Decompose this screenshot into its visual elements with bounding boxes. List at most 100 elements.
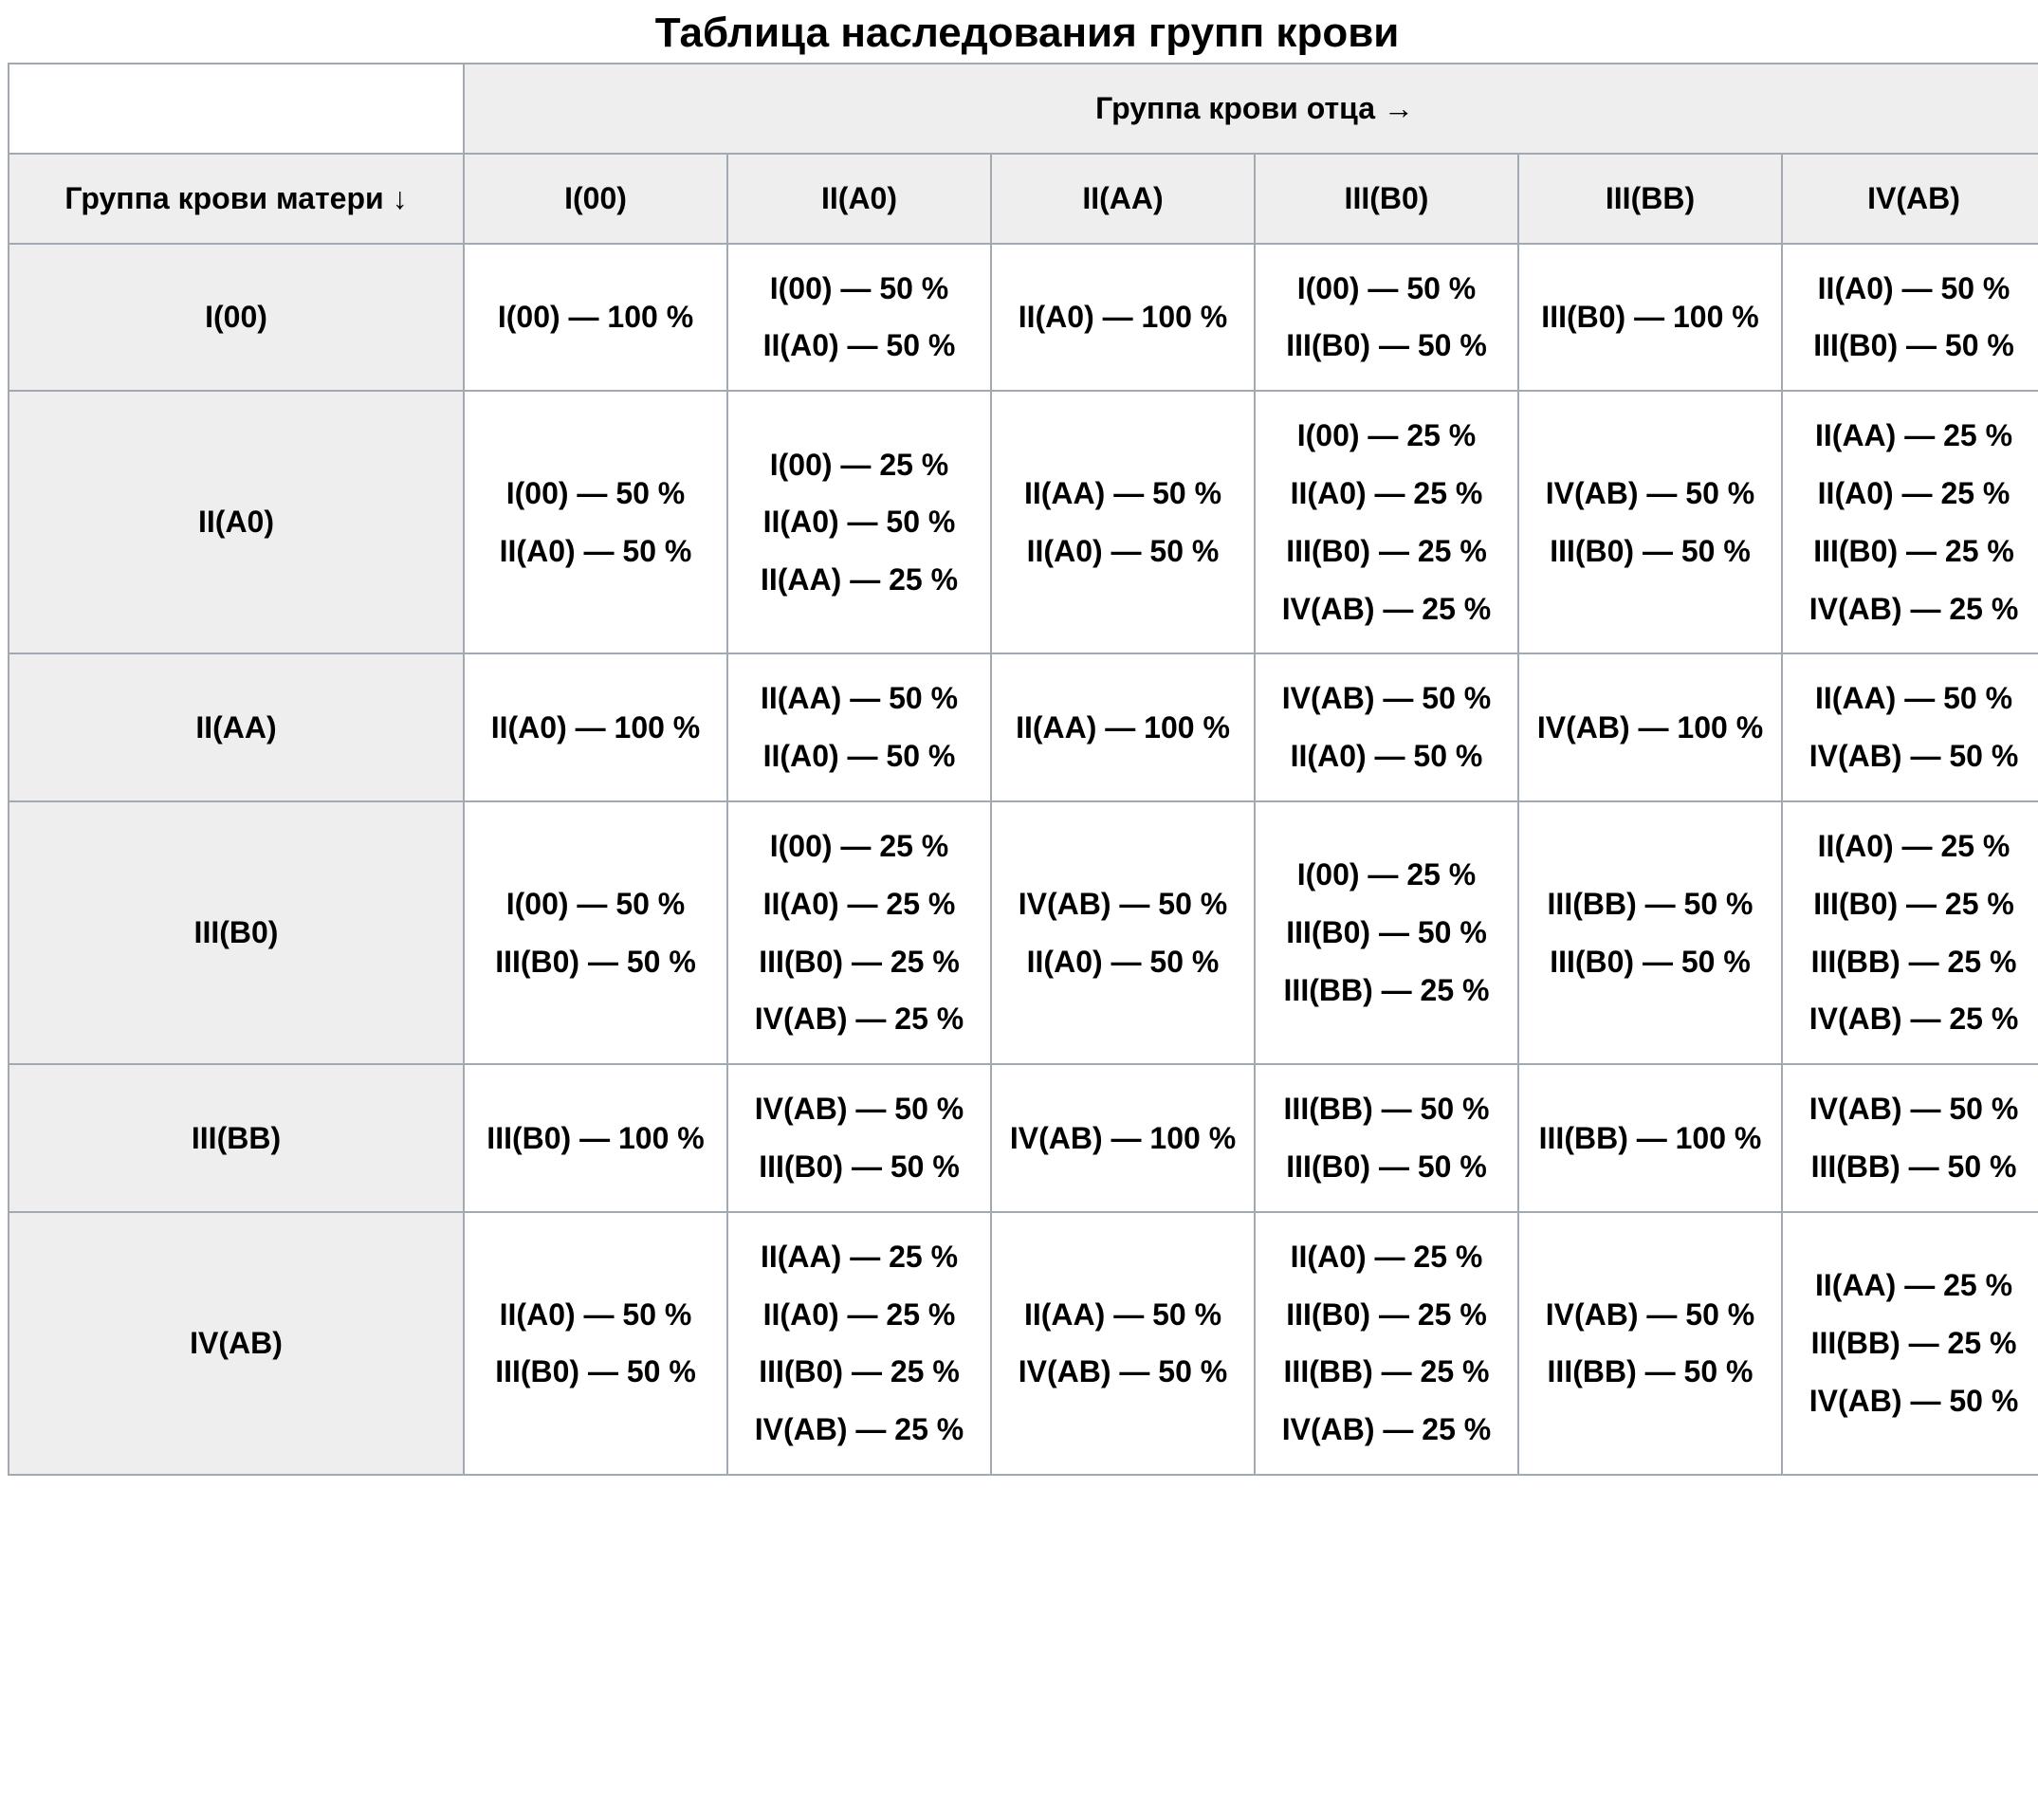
outcome-line: I(00) — 50 % [1265, 260, 1508, 318]
data-cell: III(BB) — 100 % [1518, 1064, 1782, 1212]
outcome-line: II(A0) — 50 % [1001, 523, 1244, 580]
outcome-line: III(BB) — 50 % [1529, 1343, 1772, 1401]
row-header: II(AA) [9, 653, 464, 801]
outcome-line: II(AA) — 50 % [1001, 1286, 1244, 1344]
data-cell: IV(AB) — 50 %II(A0) — 50 % [1255, 653, 1518, 801]
outcome-line: III(B0) — 50 % [1265, 317, 1508, 375]
data-cell: I(00) — 100 % [464, 244, 727, 392]
outcome-line: III(B0) — 50 % [1792, 317, 2035, 375]
data-cell: I(00) — 25 %II(A0) — 25 %III(B0) — 25 %I… [727, 801, 991, 1064]
col-header: II(AA) [991, 154, 1255, 244]
outcome-line: II(AA) — 50 % [1001, 465, 1244, 523]
outcome-line: II(A0) — 25 % [1265, 1228, 1508, 1286]
outcome-line: III(BB) — 100 % [1529, 1110, 1772, 1167]
outcome-line: III(BB) — 25 % [1792, 1314, 2035, 1372]
col-header: III(BB) [1518, 154, 1782, 244]
outcome-line: I(00) — 25 % [738, 818, 981, 875]
outcome-line: III(B0) — 100 % [1529, 288, 1772, 346]
row-header: III(B0) [9, 801, 464, 1064]
data-cell: II(A0) — 50 %III(B0) — 50 % [1782, 244, 2038, 392]
data-cell: IV(AB) — 50 %III(B0) — 50 % [1518, 391, 1782, 653]
data-cell: II(A0) — 100 % [464, 653, 727, 801]
outcome-line: III(B0) — 50 % [1265, 1138, 1508, 1196]
outcome-line: IV(AB) — 50 % [1529, 1286, 1772, 1344]
corner-blank [9, 64, 464, 154]
data-cell: I(00) — 50 %II(A0) — 50 % [727, 244, 991, 392]
outcome-line: II(A0) — 25 % [1265, 465, 1508, 523]
row-header: III(BB) [9, 1064, 464, 1212]
data-cell: II(AA) — 25 %II(A0) — 25 %III(B0) — 25 %… [1782, 391, 2038, 653]
outcome-line: III(B0) — 25 % [738, 933, 981, 991]
outcome-line: IV(AB) — 50 % [1001, 1343, 1244, 1401]
outcome-line: III(B0) — 50 % [474, 1343, 717, 1401]
data-cell: II(AA) — 50 %IV(AB) — 50 % [1782, 653, 2038, 801]
outcome-line: III(B0) — 25 % [738, 1343, 981, 1401]
data-cell: IV(AB) — 50 %III(B0) — 50 % [727, 1064, 991, 1212]
table-body: I(00)I(00) — 100 %I(00) — 50 %II(A0) — 5… [9, 244, 2038, 1475]
data-cell: IV(AB) — 50 %III(BB) — 50 % [1518, 1212, 1782, 1475]
outcome-line: IV(AB) — 25 % [1265, 580, 1508, 638]
data-cell: I(00) — 25 %III(B0) — 50 %III(BB) — 25 % [1255, 801, 1518, 1064]
data-cell: IV(AB) — 50 %II(A0) — 50 % [991, 801, 1255, 1064]
data-cell: I(00) — 50 %III(B0) — 50 % [464, 801, 727, 1064]
data-cell: I(00) — 25 %II(A0) — 25 %III(B0) — 25 %I… [1255, 391, 1518, 653]
outcome-line: IV(AB) — 100 % [1001, 1110, 1244, 1167]
data-cell: III(BB) — 50 %III(B0) — 50 % [1518, 801, 1782, 1064]
outcome-line: II(A0) — 50 % [474, 1286, 717, 1344]
outcome-line: II(A0) — 50 % [1001, 933, 1244, 991]
table-head: Группа крови отца → Группа крови матери … [9, 64, 2038, 244]
data-cell: II(AA) — 25 %II(A0) — 25 %III(B0) — 25 %… [727, 1212, 991, 1475]
table-row: IV(AB)II(A0) — 50 %III(B0) — 50 %II(AA) … [9, 1212, 2038, 1475]
col-header: II(A0) [727, 154, 991, 244]
mother-axis-label: Группа крови матери ↓ [9, 154, 464, 244]
outcome-line: III(BB) — 50 % [1792, 1138, 2035, 1196]
outcome-line: III(B0) — 50 % [1529, 523, 1772, 580]
outcome-line: II(AA) — 25 % [1792, 1257, 2035, 1314]
outcome-line: III(BB) — 25 % [1792, 933, 2035, 991]
col-header: III(B0) [1255, 154, 1518, 244]
outcome-line: III(B0) — 25 % [1792, 875, 2035, 933]
blood-type-inheritance-table: Таблица наследования групп крови Группа … [8, 9, 2038, 1476]
outcome-line: I(00) — 100 % [474, 288, 717, 346]
data-cell: II(AA) — 100 % [991, 653, 1255, 801]
outcome-line: IV(AB) — 100 % [1529, 699, 1772, 757]
outcome-line: III(B0) — 50 % [738, 1138, 981, 1196]
outcome-line: I(00) — 50 % [738, 260, 981, 318]
outcome-line: III(B0) — 50 % [1265, 904, 1508, 962]
data-cell: II(AA) — 50 %II(A0) — 50 % [727, 653, 991, 801]
outcome-line: I(00) — 50 % [474, 875, 717, 933]
outcome-line: II(A0) — 25 % [1792, 818, 2035, 875]
row-header: II(A0) [9, 391, 464, 653]
data-cell: I(00) — 50 %III(B0) — 50 % [1255, 244, 1518, 392]
outcome-line: III(BB) — 25 % [1265, 962, 1508, 1020]
outcome-line: III(BB) — 25 % [1265, 1343, 1508, 1401]
outcome-line: IV(AB) — 25 % [1265, 1401, 1508, 1459]
outcome-line: I(00) — 25 % [738, 436, 981, 494]
outcome-line: IV(AB) — 25 % [738, 1401, 981, 1459]
row-header: I(00) [9, 244, 464, 392]
outcome-line: II(AA) — 100 % [1001, 699, 1244, 757]
outcome-line: II(A0) — 50 % [474, 523, 717, 580]
row-header: IV(AB) [9, 1212, 464, 1475]
outcome-line: II(A0) — 50 % [1792, 260, 2035, 318]
outcome-line: I(00) — 50 % [474, 465, 717, 523]
data-cell: IV(AB) — 50 %III(BB) — 50 % [1782, 1064, 2038, 1212]
outcome-line: III(B0) — 25 % [1265, 523, 1508, 580]
outcome-line: II(A0) — 100 % [474, 699, 717, 757]
outcome-line: II(A0) — 25 % [738, 875, 981, 933]
table-row: III(BB)III(B0) — 100 %IV(AB) — 50 %III(B… [9, 1064, 2038, 1212]
outcome-line: IV(AB) — 25 % [1792, 990, 2035, 1048]
table-row: I(00)I(00) — 100 %I(00) — 50 %II(A0) — 5… [9, 244, 2038, 392]
outcome-line: IV(AB) — 50 % [1792, 1372, 2035, 1430]
outcome-line: IV(AB) — 25 % [738, 990, 981, 1048]
outcome-line: IV(AB) — 25 % [1792, 580, 2035, 638]
data-cell: II(A0) — 50 %III(B0) — 50 % [464, 1212, 727, 1475]
data-cell: I(00) — 50 %II(A0) — 50 % [464, 391, 727, 653]
data-cell: III(BB) — 50 %III(B0) — 50 % [1255, 1064, 1518, 1212]
outcome-line: II(A0) — 50 % [738, 727, 981, 785]
table-row: II(A0)I(00) — 50 %II(A0) — 50 %I(00) — 2… [9, 391, 2038, 653]
outcome-line: III(B0) — 50 % [474, 933, 717, 991]
col-header: IV(AB) [1782, 154, 2038, 244]
table-row: III(B0)I(00) — 50 %III(B0) — 50 %I(00) —… [9, 801, 2038, 1064]
data-cell: III(B0) — 100 % [1518, 244, 1782, 392]
